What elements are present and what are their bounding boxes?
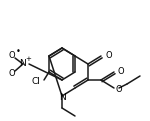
Text: +: + — [25, 56, 31, 62]
Text: O: O — [115, 84, 122, 94]
Text: O: O — [105, 50, 112, 60]
Text: N: N — [59, 92, 65, 102]
Text: •: • — [16, 46, 20, 56]
Text: Cl: Cl — [32, 76, 40, 86]
Text: O: O — [9, 50, 15, 60]
Text: O: O — [9, 68, 15, 77]
Text: N: N — [20, 60, 26, 68]
Text: O: O — [118, 67, 125, 76]
